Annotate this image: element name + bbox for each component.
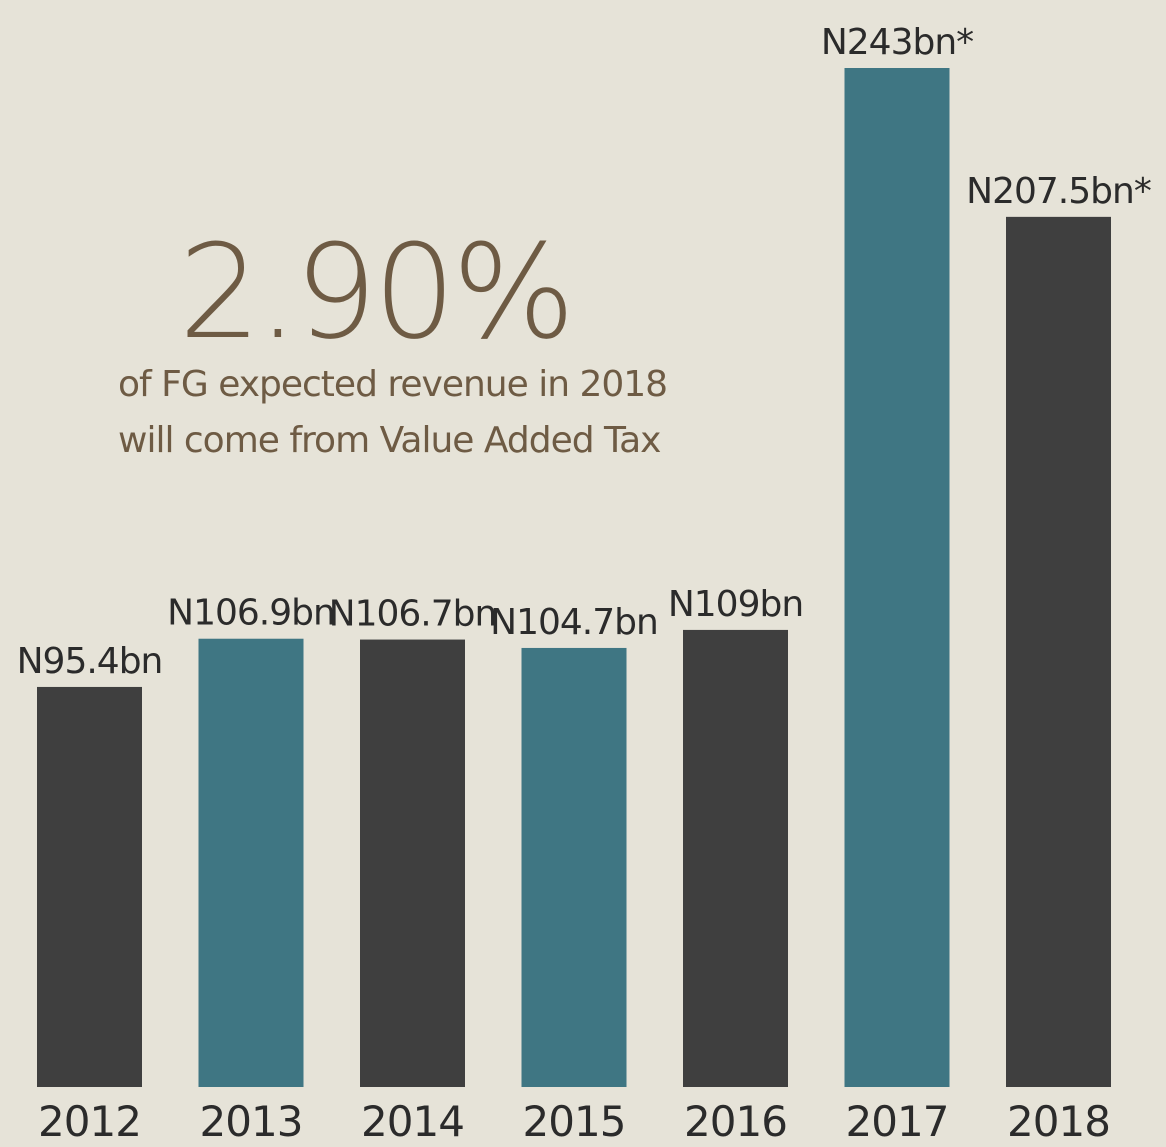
bar — [360, 639, 465, 1087]
bar — [198, 638, 304, 1087]
data-label: N95.4bn — [17, 641, 163, 682]
bar — [37, 686, 142, 1087]
bar — [1006, 216, 1111, 1087]
x-tick-label: 2012 — [38, 1097, 141, 1146]
data-label: N207.5bn* — [966, 171, 1151, 212]
x-tick-label: 2015 — [523, 1097, 626, 1146]
data-label: N109bn — [668, 584, 803, 625]
bar — [844, 68, 950, 1087]
annotation-text: will come from Value Added Tax — [118, 420, 661, 461]
data-label: N243bn* — [821, 22, 973, 63]
data-label: N106.9bn — [167, 593, 335, 634]
x-tick-label: 2014 — [361, 1097, 464, 1146]
data-label: N104.7bn — [490, 602, 658, 643]
x-tick-label: 2018 — [1007, 1097, 1110, 1146]
annotation: 2.90% — [179, 216, 572, 368]
x-tick-label: 2013 — [200, 1097, 303, 1146]
bar — [521, 647, 627, 1087]
x-tick-label: 2017 — [846, 1097, 949, 1146]
bar — [683, 629, 788, 1087]
data-label: N106.7bn — [329, 594, 497, 635]
annotation-text: of FG expected revenue in 2018 — [118, 364, 667, 405]
x-tick-label: 2016 — [684, 1097, 787, 1146]
